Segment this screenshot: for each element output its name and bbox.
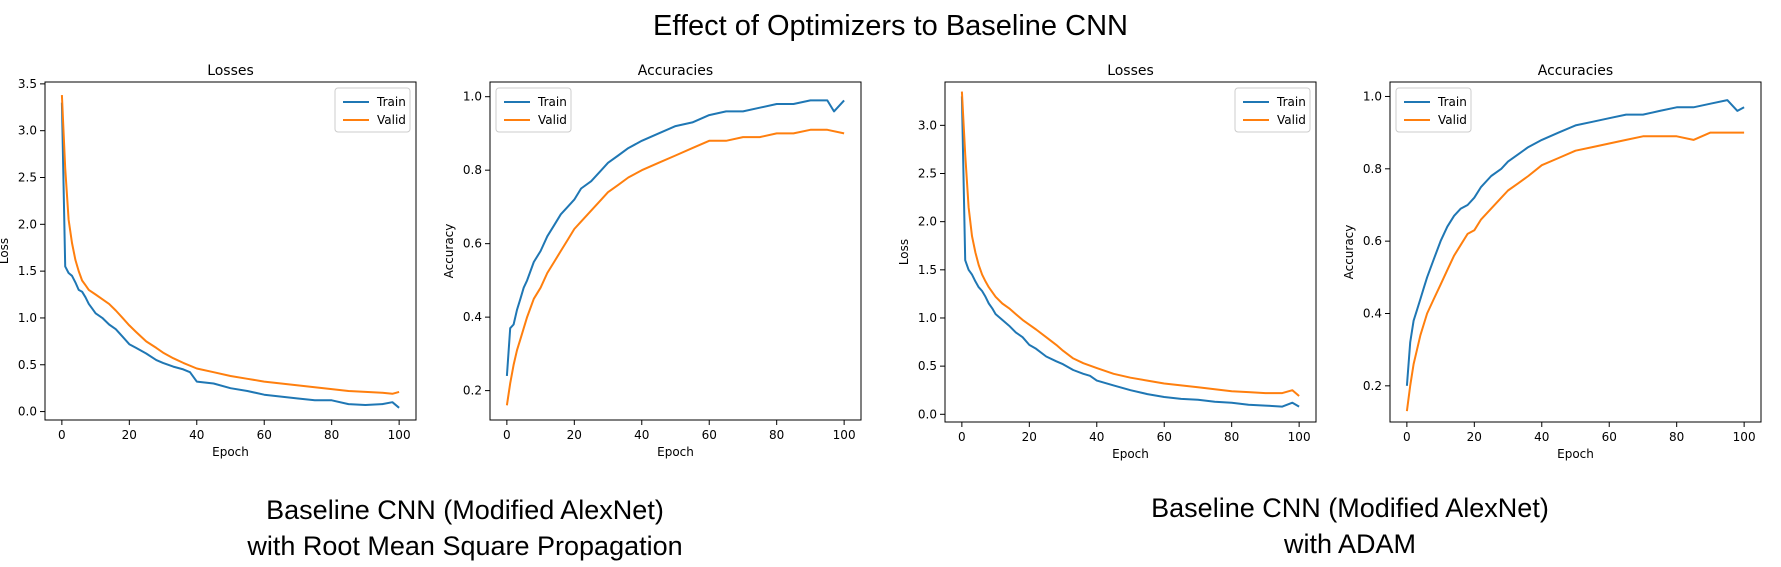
y-tick-label: 3.0 xyxy=(918,118,937,132)
y-tick-label: 1.0 xyxy=(1363,89,1382,103)
plot-frame xyxy=(944,81,1317,423)
caption-right-line1: Baseline CNN (Modified AlexNet) xyxy=(1151,493,1549,523)
series-line-valid xyxy=(1405,131,1745,412)
y-tick-label: 0.5 xyxy=(918,359,937,373)
y-tick-label: 2.5 xyxy=(918,167,937,181)
x-tick-label: 40 xyxy=(1089,430,1104,444)
x-tick-label: 20 xyxy=(122,428,137,442)
y-tick-label: 0.4 xyxy=(463,310,482,324)
x-tick-label: 0 xyxy=(503,428,511,442)
legend-label-valid: Valid xyxy=(1438,113,1467,127)
y-tick-label: 1.5 xyxy=(18,264,37,278)
chart-title: Losses xyxy=(1107,63,1154,79)
legend-label-train: Train xyxy=(1437,95,1467,109)
chart-rmsprop-losses: 0 20 40 60 80 100 0.0 0.5 1.0 1.5 2.0 2.5 3.0 3.5 Loss… xyxy=(0,63,417,459)
y-axis-label: Accuracy xyxy=(442,224,456,279)
y-tick-label: 1.0 xyxy=(18,311,37,325)
x-tick-label: 0 xyxy=(958,430,966,444)
x-tick-label: 40 xyxy=(189,428,204,442)
x-tick-label: 40 xyxy=(634,428,649,442)
legend-label-train: Train xyxy=(537,95,567,109)
plot-frame xyxy=(1389,81,1762,423)
y-tick-label: 2.5 xyxy=(18,171,37,185)
chart-adam-accuracies: 0 20 40 60 80 100 0.2 0.4 0.6 0.8 1.0 Accuracies Epo… xyxy=(1342,63,1762,461)
series-line-valid xyxy=(60,95,400,395)
series-line-valid xyxy=(505,128,845,406)
legend-label-valid: Valid xyxy=(538,113,567,127)
caption-left-line1: Baseline CNN (Modified AlexNet) xyxy=(266,495,664,525)
y-tick-label: 1.5 xyxy=(918,263,937,277)
x-tick-label: 100 xyxy=(388,428,411,442)
x-tick-label: 20 xyxy=(1022,430,1037,444)
legend: Train Valid xyxy=(1395,87,1472,133)
x-tick-label: 80 xyxy=(769,428,784,442)
x-tick-label: 80 xyxy=(1669,430,1684,444)
y-tick-label: 0.6 xyxy=(1363,234,1382,248)
y-tick-label: 0.4 xyxy=(1363,306,1382,320)
series-line-train xyxy=(60,102,400,409)
chart-title: Losses xyxy=(207,63,254,79)
y-axis-label: Accuracy xyxy=(1342,225,1356,280)
caption-adam: Baseline CNN (Modified AlexNet) with ADA… xyxy=(1050,490,1650,562)
caption-left-line2: with Root Mean Square Propagation xyxy=(247,531,683,561)
caption-right-line2: with ADAM xyxy=(1283,529,1417,559)
y-tick-label: 0.6 xyxy=(463,237,482,251)
legend: Train Valid xyxy=(495,87,572,133)
x-axis-label: Epoch xyxy=(1557,447,1594,461)
series-line-train xyxy=(960,96,1300,408)
figure-title: Effect of Optimizers to Baseline CNN xyxy=(653,10,1128,42)
chart-title: Accuracies xyxy=(638,63,713,79)
y-axis-label: Loss xyxy=(897,239,911,265)
plot-frame xyxy=(44,81,417,421)
x-axis-label: Epoch xyxy=(657,445,694,459)
y-tick-label: 3.0 xyxy=(18,124,37,138)
y-tick-label: 0.8 xyxy=(1363,162,1382,176)
y-axis-label: Loss xyxy=(0,238,11,264)
legend-label-valid: Valid xyxy=(377,113,406,127)
legend: Train Valid xyxy=(1234,87,1311,133)
y-tick-label: 0.0 xyxy=(918,407,937,421)
legend: Train Valid xyxy=(334,87,411,133)
y-tick-label: 1.0 xyxy=(918,311,937,325)
x-tick-label: 60 xyxy=(1157,430,1172,444)
y-tick-label: 2.0 xyxy=(18,217,37,231)
x-tick-label: 80 xyxy=(1224,430,1239,444)
y-tick-label: 0.2 xyxy=(463,384,482,398)
chart-rmsprop-accuracies: 0 20 40 60 80 100 0.2 0.4 0.6 0.8 1.0 Accuracies Epo… xyxy=(442,63,862,459)
plot-frame xyxy=(489,81,862,421)
y-tick-label: 1.0 xyxy=(463,90,482,104)
x-tick-label: 0 xyxy=(58,428,66,442)
y-tick-label: 0.2 xyxy=(1363,379,1382,393)
x-axis-label: Epoch xyxy=(1112,447,1149,461)
x-tick-label: 100 xyxy=(1288,430,1311,444)
x-tick-label: 60 xyxy=(1602,430,1617,444)
x-tick-label: 0 xyxy=(1403,430,1411,444)
x-tick-label: 100 xyxy=(833,428,856,442)
y-tick-label: 3.5 xyxy=(18,77,37,91)
x-tick-label: 60 xyxy=(702,428,717,442)
x-tick-label: 100 xyxy=(1733,430,1756,444)
y-tick-label: 0.5 xyxy=(18,358,37,372)
chart-adam-losses: 0 20 40 60 80 100 0.0 0.5 1.0 1.5 2.0 2.5 3.0 Losses E… xyxy=(897,63,1317,461)
legend-label-valid: Valid xyxy=(1277,113,1306,127)
x-tick-label: 60 xyxy=(257,428,272,442)
y-tick-label: 0.0 xyxy=(18,405,37,419)
legend-label-train: Train xyxy=(376,95,406,109)
x-tick-label: 20 xyxy=(567,428,582,442)
y-tick-label: 2.0 xyxy=(918,215,937,229)
series-line-valid xyxy=(960,91,1300,397)
caption-rmsprop: Baseline CNN (Modified AlexNet) with Roo… xyxy=(165,492,765,564)
x-tick-label: 20 xyxy=(1467,430,1482,444)
legend-label-train: Train xyxy=(1276,95,1306,109)
y-tick-label: 0.8 xyxy=(463,163,482,177)
x-tick-label: 40 xyxy=(1534,430,1549,444)
series-line-train xyxy=(1405,99,1745,386)
series-line-train xyxy=(505,99,845,376)
chart-title: Accuracies xyxy=(1538,63,1613,79)
x-tick-label: 80 xyxy=(324,428,339,442)
x-axis-label: Epoch xyxy=(212,445,249,459)
